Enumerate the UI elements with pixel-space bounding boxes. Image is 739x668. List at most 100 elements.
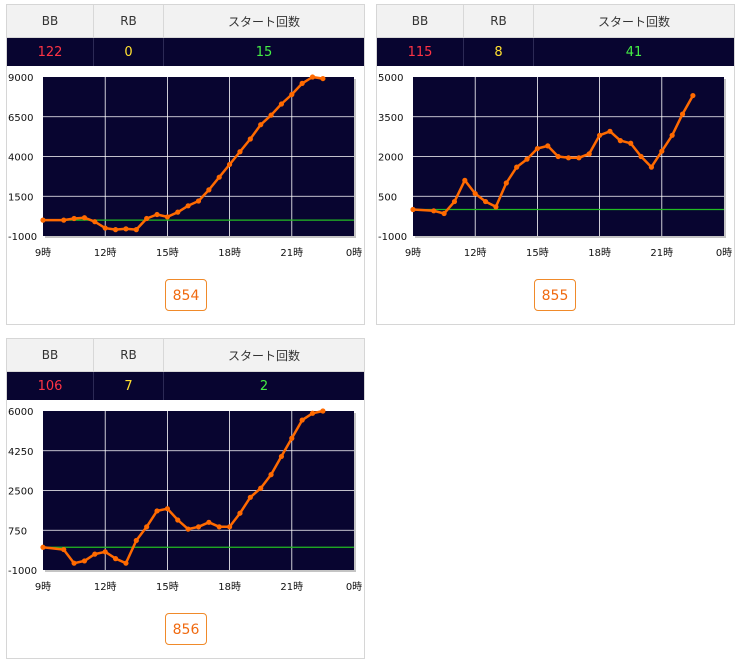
y-tick-label: 4000 xyxy=(8,153,33,164)
data-point xyxy=(431,208,437,214)
data-point xyxy=(185,526,191,532)
data-point xyxy=(112,227,119,233)
y-tick-label: 6500 xyxy=(8,113,33,124)
data-point xyxy=(61,546,67,553)
data-point xyxy=(227,161,233,168)
data-point xyxy=(309,410,316,416)
payout-chart: 9000 6500 4000 1500 -1000 9時 12時 15時 18時 21時 0時 xyxy=(8,73,362,259)
data-point xyxy=(258,485,264,491)
stats-table: BB RB スタート回数 122 0 15 xyxy=(7,5,364,66)
data-point xyxy=(81,558,88,564)
data-point xyxy=(320,408,326,414)
unit-number-button[interactable]: 855 xyxy=(534,279,576,311)
stats-table: BB RB スタート回数 106 7 2 xyxy=(7,339,364,400)
data-point xyxy=(247,136,253,142)
data-point xyxy=(102,549,108,555)
y-tick-label: 4250 xyxy=(8,447,33,458)
data-point xyxy=(247,494,253,500)
y-tick-label: 5000 xyxy=(378,73,403,84)
data-point xyxy=(112,556,119,562)
data-point xyxy=(133,227,139,233)
bb-value: 122 xyxy=(7,37,94,66)
data-point xyxy=(534,145,540,152)
x-tick-label: 0時 xyxy=(716,247,732,259)
y-tick-label: 2000 xyxy=(378,153,403,164)
x-tick-label: 18時 xyxy=(218,247,241,259)
y-tick-label: 6000 xyxy=(8,407,33,418)
bb-header: BB xyxy=(7,5,94,38)
data-point xyxy=(648,164,655,170)
rb-value: 7 xyxy=(93,371,164,400)
y-tick-label: 750 xyxy=(8,526,27,537)
data-point xyxy=(482,198,489,205)
y-tick-label: 3500 xyxy=(378,113,403,124)
data-point xyxy=(175,209,181,215)
data-point xyxy=(216,524,222,530)
rb-header: RB xyxy=(93,339,164,372)
data-point xyxy=(493,204,499,210)
data-point xyxy=(195,198,202,204)
y-tick-label: -1000 xyxy=(8,566,37,577)
unit-number-button[interactable]: 854 xyxy=(165,279,207,311)
data-point xyxy=(237,510,243,516)
data-point xyxy=(451,198,458,205)
unit-card-854: BB RB スタート回数 122 0 15 9000 6500 4000 1500 -1… xyxy=(6,4,365,325)
x-tick-label: 9時 xyxy=(35,247,51,259)
bb-header: BB xyxy=(377,5,464,38)
data-point xyxy=(237,149,243,155)
bb-value: 106 xyxy=(7,371,94,400)
data-point xyxy=(289,91,295,98)
data-point xyxy=(216,174,222,180)
data-point xyxy=(144,524,150,530)
x-tick-label: 0時 xyxy=(346,581,362,593)
data-point xyxy=(164,506,170,512)
data-point xyxy=(555,153,561,160)
x-tick-label: 12時 xyxy=(94,581,117,593)
x-tick-label: 12時 xyxy=(94,247,117,259)
data-point xyxy=(123,226,129,232)
x-tick-label: 9時 xyxy=(35,581,51,593)
data-point xyxy=(268,472,274,478)
data-point xyxy=(503,180,509,186)
x-tick-label: 0時 xyxy=(346,247,362,259)
data-point xyxy=(268,112,274,118)
data-point xyxy=(309,74,316,80)
x-tick-label: 18時 xyxy=(588,247,611,259)
x-tick-label: 18時 xyxy=(218,581,241,593)
data-point xyxy=(690,92,696,99)
y-tick-label: -1000 xyxy=(8,232,37,243)
data-point xyxy=(92,219,98,225)
rb-value: 0 xyxy=(93,37,164,66)
data-point xyxy=(628,140,634,146)
stats-table: BB RB スタート回数 115 8 41 xyxy=(377,5,734,66)
x-tick-label: 12時 xyxy=(464,247,487,259)
start-count-header: スタート回数 xyxy=(163,5,364,38)
start-count-value: 2 xyxy=(163,371,364,400)
data-point xyxy=(185,203,191,209)
y-tick-label: -1000 xyxy=(378,232,407,243)
data-point xyxy=(258,122,264,128)
bb-value: 115 xyxy=(377,37,464,66)
data-point xyxy=(278,101,285,107)
rb-header: RB xyxy=(463,5,534,38)
data-point xyxy=(679,111,686,117)
data-point xyxy=(462,177,468,183)
data-point xyxy=(102,225,108,231)
data-point xyxy=(144,215,150,222)
data-point xyxy=(524,156,530,162)
x-tick-label: 15時 xyxy=(156,247,179,259)
unit-card-855: BB RB スタート回数 115 8 41 5000 3500 2000 500 -10… xyxy=(376,4,735,325)
data-point xyxy=(81,215,88,221)
data-point xyxy=(40,217,46,223)
payout-chart: 6000 4250 2500 750 -1000 9時 12時 15時 18時 21時 0時 xyxy=(8,407,362,593)
data-point xyxy=(299,80,305,86)
data-point xyxy=(607,128,613,134)
unit-number-button[interactable]: 856 xyxy=(165,613,207,645)
x-tick-label: 9時 xyxy=(405,247,421,259)
data-point xyxy=(597,132,603,138)
unit-card-856: BB RB スタート回数 106 7 2 6000 4250 2500 750 -100… xyxy=(6,338,365,659)
data-point xyxy=(545,143,551,149)
y-tick-label: 2500 xyxy=(8,487,33,498)
data-point xyxy=(617,138,623,144)
x-tick-label: 21時 xyxy=(650,247,673,259)
